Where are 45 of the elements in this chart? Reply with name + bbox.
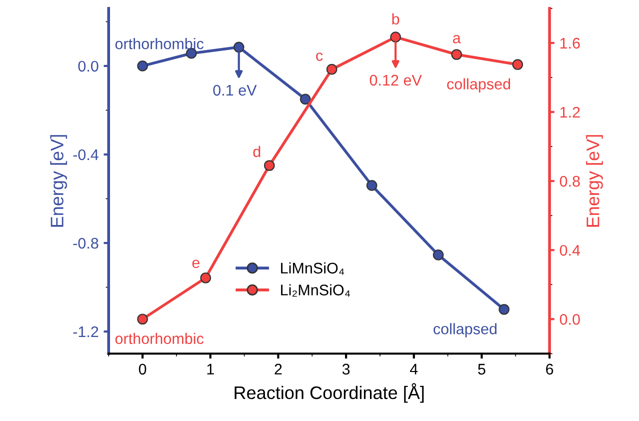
- point: [137, 60, 148, 72]
- point: [264, 160, 275, 171]
- x-tick-label: 5: [478, 364, 486, 375]
- point: [137, 314, 148, 325]
- annotation: 0.1 eV: [213, 84, 257, 96]
- x-tick-label: 3: [342, 364, 350, 375]
- x-tick-label: 0: [138, 364, 146, 375]
- annotation: d: [253, 146, 260, 158]
- y2-tick-label: 0.8: [560, 176, 580, 187]
- x-axis-title: Reaction Coordinate [Å]: [234, 383, 424, 403]
- point: [451, 49, 462, 60]
- y-tick-label: -1.2: [73, 326, 98, 338]
- x-tick-label: 2: [274, 364, 282, 374]
- annotation: collapsed: [434, 323, 496, 338]
- y2-tick-label: 0.4: [560, 244, 580, 256]
- point: [233, 42, 244, 53]
- point: [300, 94, 311, 105]
- point: [432, 250, 444, 260]
- point: [512, 59, 524, 70]
- point: [498, 304, 510, 315]
- x-tick-label: 4: [410, 364, 418, 374]
- legend-label: Li₂MnSiO₄: [281, 284, 350, 297]
- annotation: a: [453, 34, 461, 44]
- annotation: 0.12 eV: [370, 74, 422, 86]
- x-tick-label: 1: [207, 364, 214, 374]
- annotation: c: [316, 52, 323, 61]
- annotation: orthorhombic: [115, 332, 204, 344]
- point: [200, 272, 212, 284]
- x-tick-label: 6: [546, 364, 554, 375]
- y-axis-title: Energy [eV]: [50, 135, 68, 227]
- annotation: e: [192, 260, 200, 268]
- point: [366, 180, 378, 191]
- annotation: collapsed: [447, 78, 510, 92]
- y-tick-label: 0.0: [78, 60, 98, 72]
- point: [326, 64, 338, 75]
- annotation: orthorhombic: [115, 38, 204, 50]
- point: [390, 32, 401, 42]
- y2-tick-label: 1.6: [560, 38, 580, 49]
- legend-label: LiMnSiO₄: [281, 262, 344, 275]
- y2-tick-label: 0.0: [560, 314, 580, 325]
- annotation: b: [392, 13, 400, 25]
- y2-axis-title: Energy [eV]: [586, 135, 603, 227]
- y2-tick-label: 1.2: [560, 106, 580, 118]
- y-tick-label: -0.8: [73, 238, 98, 249]
- y-tick-label: -0.4: [73, 149, 98, 160]
